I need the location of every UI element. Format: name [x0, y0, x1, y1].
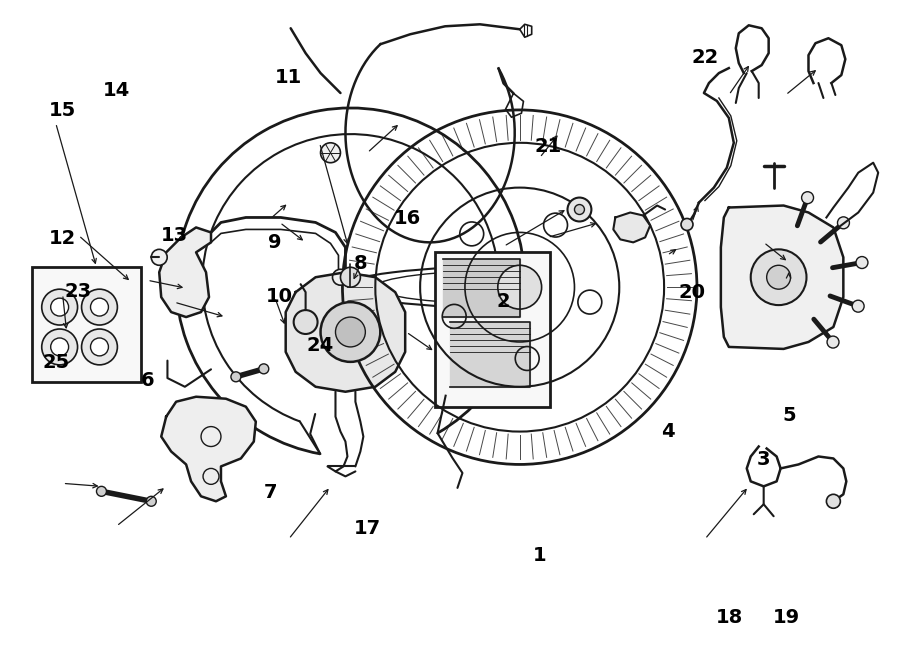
Circle shape [293, 310, 318, 334]
Polygon shape [443, 260, 519, 317]
Circle shape [259, 364, 269, 374]
Text: 20: 20 [679, 283, 706, 303]
Circle shape [751, 250, 806, 305]
Bar [435, 252, 550, 406]
Text: 1: 1 [533, 545, 546, 565]
Text: 25: 25 [42, 353, 69, 372]
Circle shape [50, 338, 68, 356]
Text: 10: 10 [266, 287, 293, 306]
Text: 3: 3 [757, 450, 770, 469]
Circle shape [91, 338, 108, 356]
Circle shape [838, 217, 850, 229]
Circle shape [856, 257, 868, 269]
Circle shape [82, 289, 117, 325]
Polygon shape [285, 272, 405, 392]
Text: 19: 19 [772, 608, 799, 628]
Polygon shape [450, 322, 530, 387]
Circle shape [498, 265, 542, 309]
Circle shape [574, 205, 584, 214]
Polygon shape [159, 228, 211, 317]
Circle shape [151, 250, 167, 265]
Text: 16: 16 [393, 209, 420, 228]
Text: 17: 17 [354, 519, 381, 538]
Circle shape [340, 267, 360, 287]
Text: 23: 23 [65, 282, 92, 301]
Polygon shape [613, 213, 650, 242]
Circle shape [50, 298, 68, 316]
Circle shape [802, 192, 814, 204]
Text: 14: 14 [103, 81, 130, 100]
Circle shape [767, 265, 790, 289]
Text: 7: 7 [264, 483, 277, 502]
Circle shape [852, 300, 864, 312]
Circle shape [320, 302, 381, 362]
Text: 4: 4 [661, 422, 675, 441]
Circle shape [681, 218, 693, 230]
Circle shape [568, 197, 591, 222]
Circle shape [827, 336, 839, 348]
Circle shape [41, 289, 77, 325]
Circle shape [336, 317, 365, 347]
Text: 5: 5 [782, 406, 796, 425]
Circle shape [82, 329, 117, 365]
Text: 21: 21 [535, 137, 562, 156]
Text: 22: 22 [692, 48, 719, 67]
Text: 8: 8 [354, 254, 367, 273]
Text: 24: 24 [306, 336, 334, 355]
Bar [32, 267, 141, 382]
Polygon shape [161, 397, 256, 501]
Text: 18: 18 [716, 608, 743, 628]
Text: 2: 2 [497, 292, 510, 311]
Text: 12: 12 [50, 229, 76, 248]
Circle shape [231, 372, 241, 382]
Circle shape [332, 269, 348, 285]
Text: 13: 13 [161, 226, 188, 245]
Circle shape [91, 298, 108, 316]
Circle shape [41, 329, 77, 365]
Circle shape [826, 495, 841, 508]
Text: 9: 9 [268, 232, 282, 252]
Text: 6: 6 [140, 371, 154, 390]
Circle shape [320, 143, 340, 163]
Text: 11: 11 [275, 68, 302, 87]
Polygon shape [721, 205, 843, 349]
Circle shape [147, 496, 157, 506]
Text: 15: 15 [50, 101, 76, 120]
Circle shape [96, 487, 106, 496]
